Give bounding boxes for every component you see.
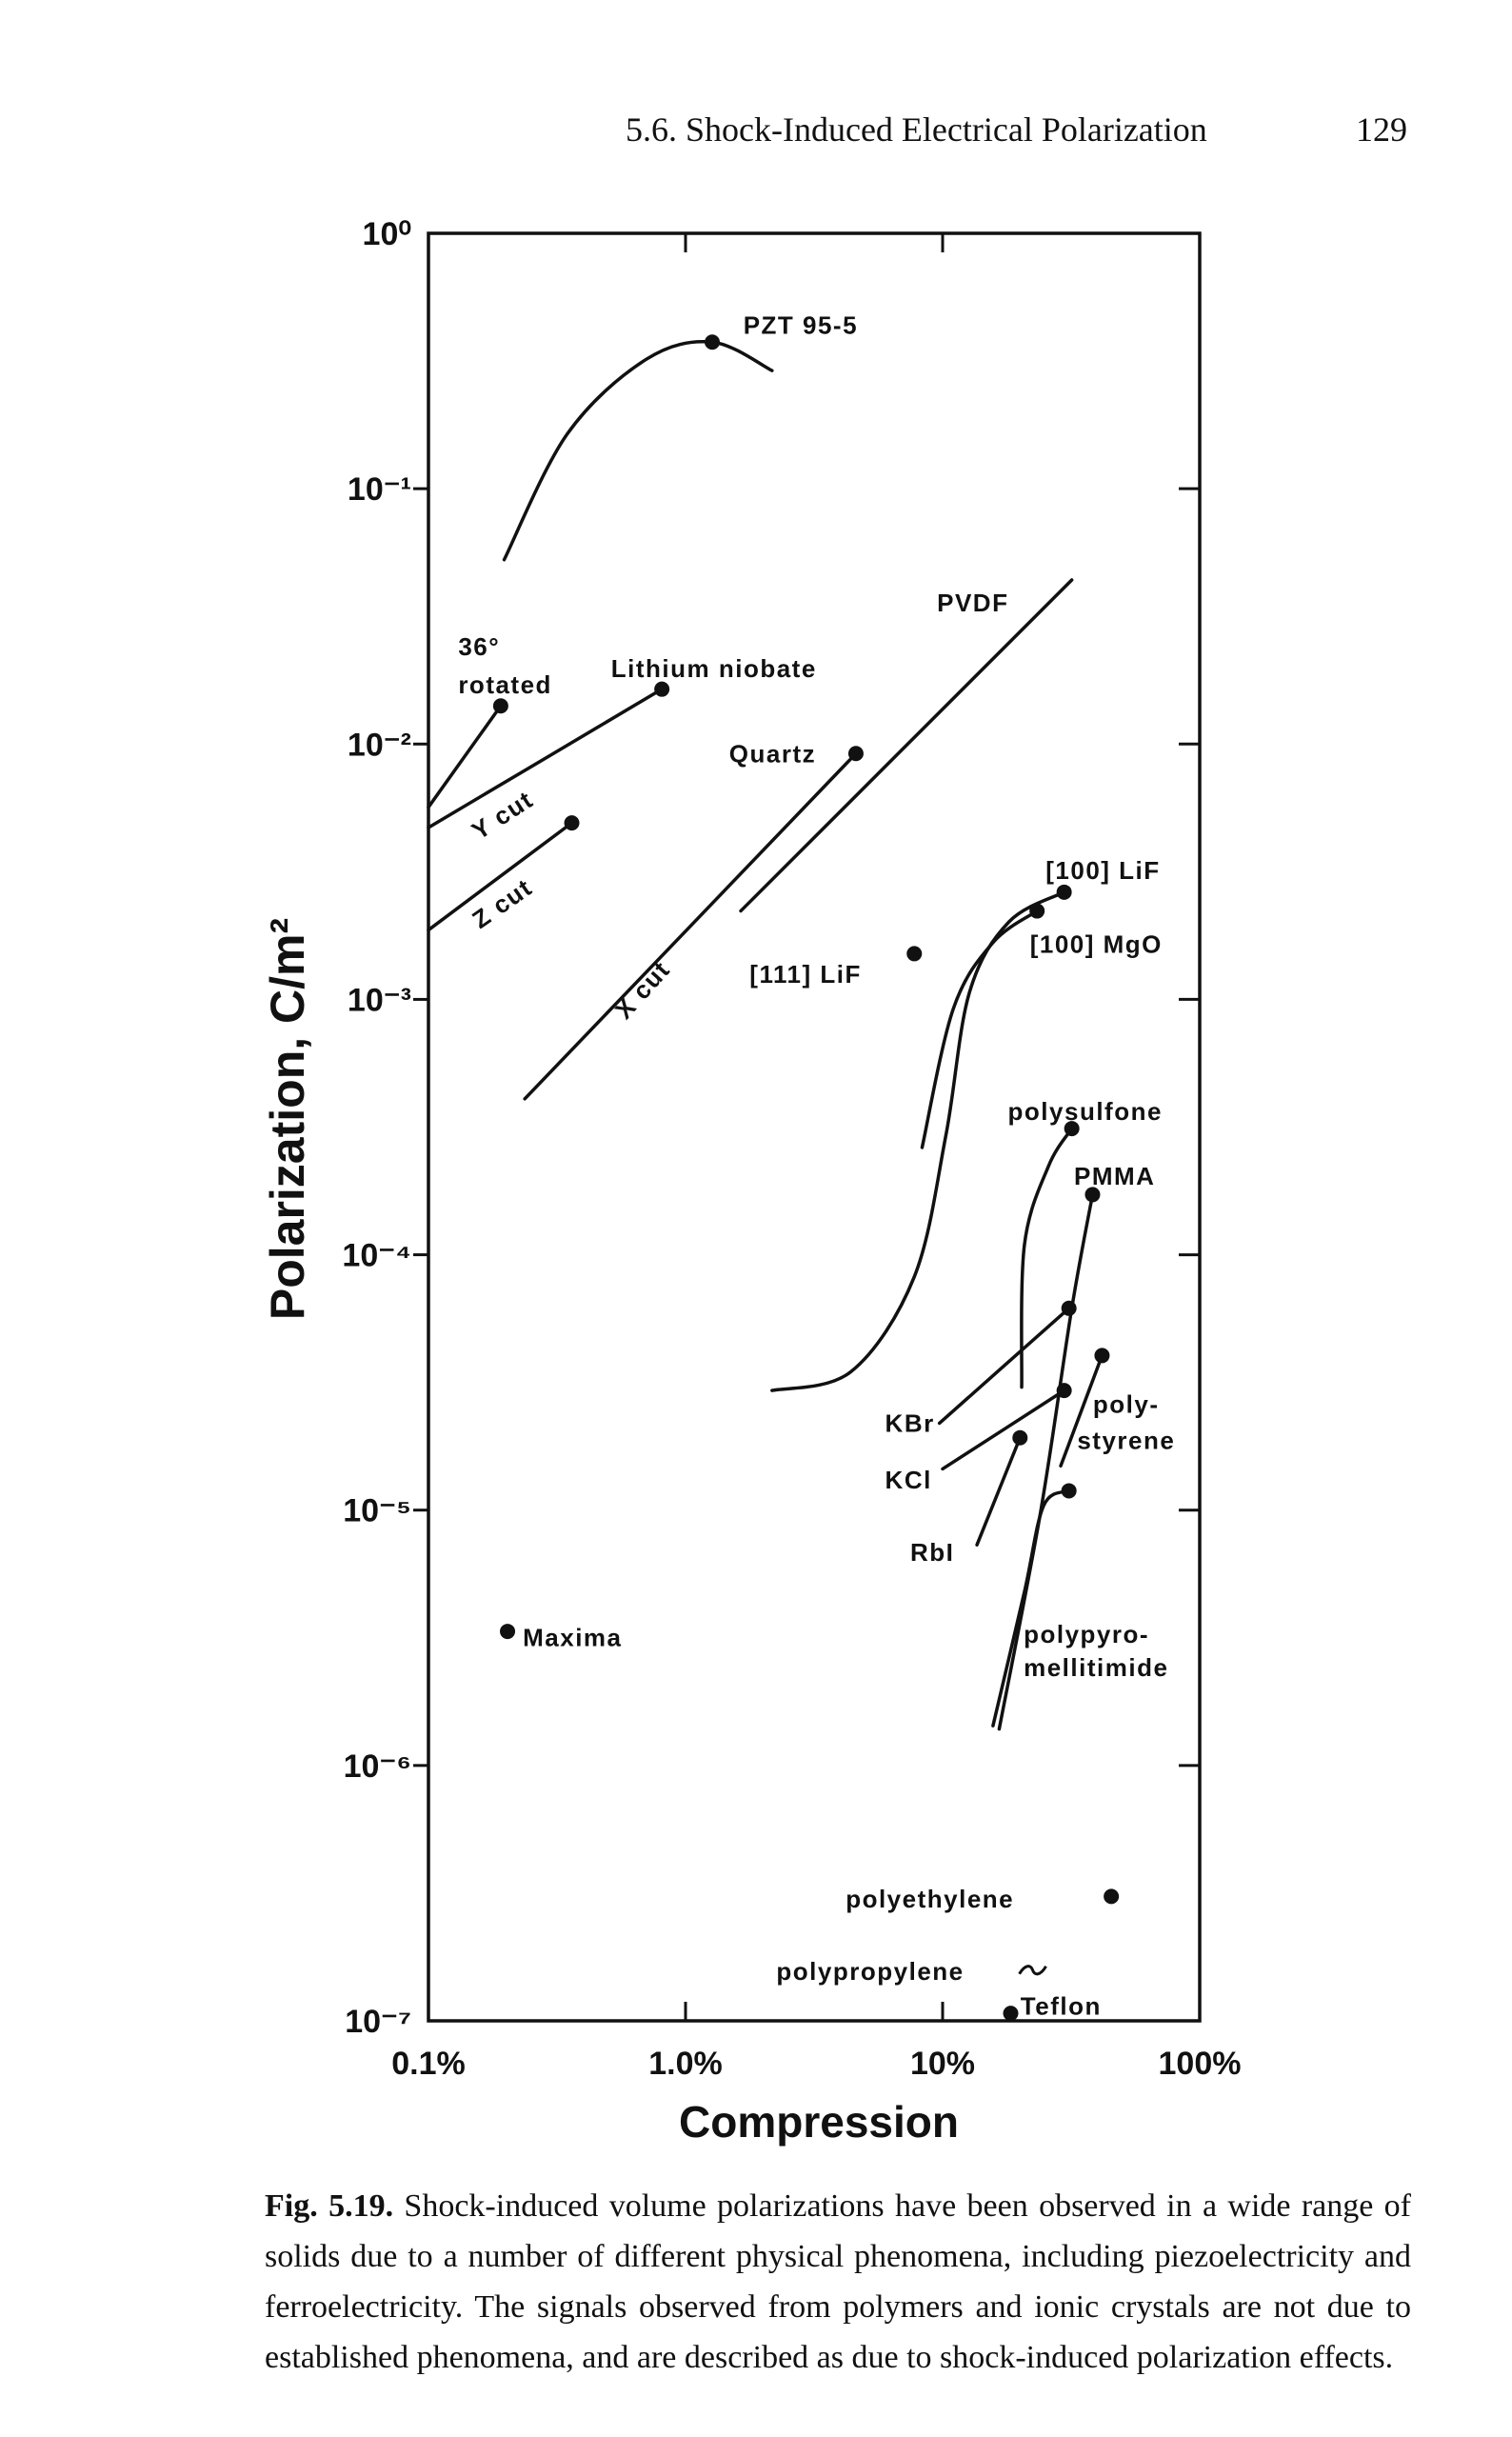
curve-label: Z cut	[467, 872, 537, 934]
data-curve	[920, 909, 1039, 1149]
curve-label: KCl	[885, 1466, 932, 1494]
figure-label: Fig. 5.19.	[265, 2188, 394, 2224]
data-curve	[975, 1436, 1023, 1547]
x-tick-label: 100%	[1159, 2046, 1242, 2082]
data-point	[1056, 884, 1072, 900]
data-point	[1104, 1888, 1120, 1905]
y-tick-label: 10⁻⁴	[342, 1238, 411, 1274]
data-point	[705, 334, 721, 350]
data-curve	[997, 1192, 1095, 1731]
curve-label: X cut	[609, 955, 676, 1025]
plot-frame	[427, 231, 1202, 2023]
curve-label: PMMA	[1074, 1162, 1155, 1190]
x-tick-label: 0.1%	[391, 2046, 466, 2082]
data-point	[1064, 1121, 1080, 1137]
curve-label: [111] LiF	[749, 960, 862, 989]
curve-label: [100] LiF	[1045, 856, 1160, 885]
curve-label: Maxima	[523, 1623, 622, 1651]
figure: 5.6. Shock-Induced Electrical Polarizati…	[261, 110, 1407, 2147]
curve-label: Lithium niobate	[611, 654, 817, 683]
y-tick-label: 10⁻⁵	[343, 1493, 411, 1529]
y-tick-label: 10⁰	[363, 216, 411, 252]
curve-label: Quartz	[729, 740, 816, 769]
curve-label: Y cut	[467, 785, 539, 846]
y-tick-label: 10⁻²	[348, 727, 411, 763]
page-number: 129	[1356, 110, 1407, 149]
curve-label: rotated	[458, 670, 552, 699]
data-point	[906, 946, 923, 962]
data-curve	[1059, 1353, 1104, 1468]
curve-label: 36°	[458, 632, 500, 661]
curve-label: polypropylene	[776, 1957, 964, 1986]
y-axis-label: Polarization, C/m²	[261, 918, 314, 1320]
data-point	[1012, 1429, 1028, 1446]
data-point	[847, 746, 864, 762]
data-point	[1029, 903, 1045, 919]
curve-label: styrene	[1077, 1427, 1175, 1455]
curve-label: PZT 95-5	[744, 311, 858, 340]
y-tick-label: 10⁻⁷	[345, 2004, 411, 2040]
data-point	[564, 815, 580, 831]
curve-label: mellitimide	[1024, 1653, 1168, 1682]
x-tick-label: 1.0%	[648, 2046, 723, 2082]
data-curve	[941, 1388, 1066, 1471]
x-axis-label: Compression	[679, 2097, 959, 2147]
squiggle-marker	[1018, 1965, 1047, 1976]
data-point	[1084, 1187, 1101, 1203]
data-curve	[502, 340, 774, 562]
data-curve	[1020, 1127, 1074, 1389]
curve-label: [100] MgO	[1030, 930, 1163, 959]
data-point	[1061, 1483, 1077, 1499]
curve-label: RbI	[910, 1538, 954, 1567]
data-curve	[523, 751, 858, 1101]
data-curve	[770, 890, 1066, 1392]
curve-label: poly-	[1093, 1390, 1160, 1419]
figure-caption: Fig. 5.19. Shock-induced volume polariza…	[265, 2181, 1411, 2383]
data-curve	[991, 1488, 1071, 1728]
curve-label: Teflon	[1021, 1991, 1102, 2020]
curve-label: KBr	[885, 1408, 935, 1437]
data-point	[1061, 1300, 1077, 1316]
y-tick-label: 10⁻¹	[348, 471, 411, 508]
data-point	[500, 1624, 516, 1640]
data-curve	[427, 687, 664, 829]
curve-label: polyethylene	[846, 1885, 1014, 1913]
curve-label: polysulfone	[1008, 1097, 1163, 1126]
data-point	[1056, 1383, 1072, 1399]
data-point	[1003, 2006, 1019, 2022]
curve-label: polypyro-	[1024, 1620, 1149, 1648]
data-curve	[427, 821, 574, 932]
y-tick-label: 10⁻³	[348, 982, 411, 1018]
data-curve	[427, 704, 503, 809]
x-tick-label: 10%	[910, 2046, 975, 2082]
running-header: 5.6. Shock-Induced Electrical Polarizati…	[626, 110, 1207, 149]
data-point	[654, 681, 670, 697]
caption-text: Shock-induced volume polarizations have …	[265, 2188, 1411, 2375]
data-point	[492, 698, 508, 714]
data-curve	[739, 578, 1074, 913]
data-point	[1094, 1348, 1110, 1364]
y-tick-label: 10⁻⁶	[344, 1748, 411, 1785]
curve-label: PVDF	[937, 589, 1008, 617]
data-curve	[937, 1307, 1071, 1426]
